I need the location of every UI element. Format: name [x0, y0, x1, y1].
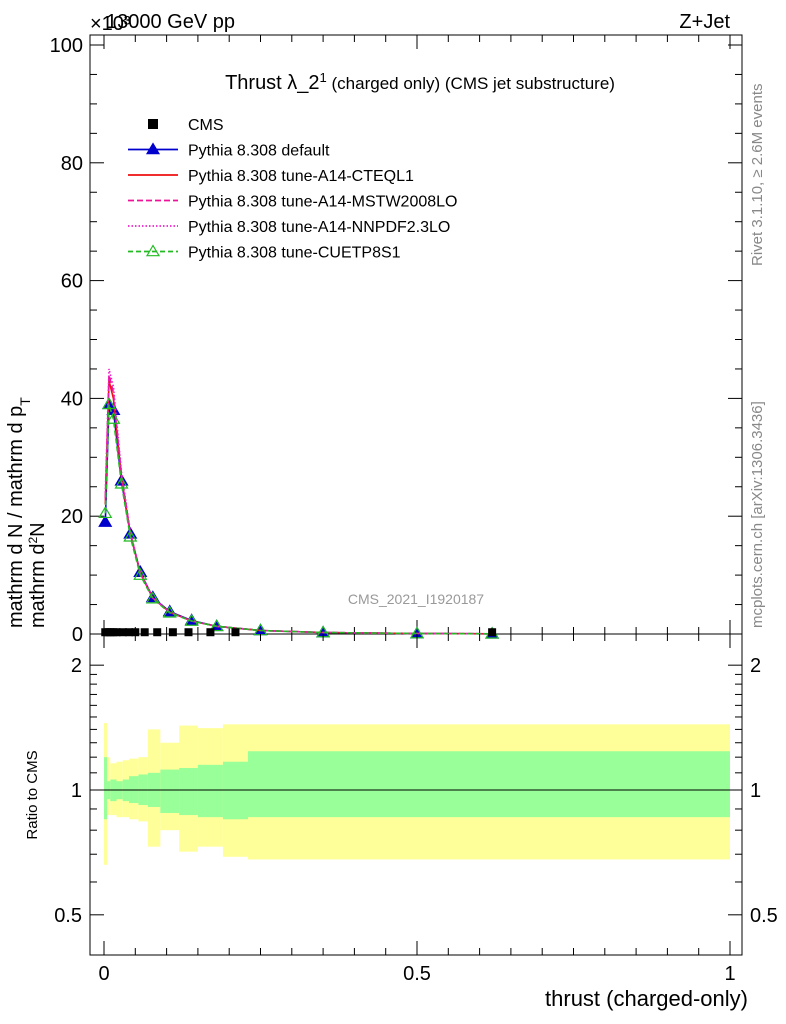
cms-data-point	[206, 628, 215, 637]
chart-title: Thrust λ_21 (charged only) (CMS jet subs…	[225, 70, 615, 95]
legend-label-cms: CMS	[188, 117, 224, 134]
analysis-watermark: CMS_2021_I1920187	[348, 591, 484, 607]
upper-y-tick-label: 100	[50, 35, 83, 57]
rivet-version-label: Rivet 3.1.10, ≥ 2.6M events	[749, 84, 766, 267]
lower-plot-area: 0 0.5 1 0.5 0.5 1 1 2 2	[54, 634, 778, 985]
series-marker-4	[98, 506, 113, 519]
lower-y-tick-label: 1	[71, 780, 82, 802]
legend-label-0: Pythia 8.308 default	[188, 143, 330, 160]
series-marker-4	[209, 619, 224, 632]
upper-y-axis-label: mathrm d N / mathrm d pT mathrm d2N	[5, 397, 49, 628]
upper-y-tick-label: 0	[72, 624, 83, 646]
header-left-label: 13000 GeV pp	[106, 11, 235, 33]
ratio-inner-band	[104, 757, 108, 820]
series-marker-4	[145, 591, 160, 604]
ratio-inner-band	[247, 751, 731, 818]
x-tick-label: 0	[98, 963, 109, 985]
lower-y-tick-label-right: 2	[750, 655, 761, 677]
series-marker-4	[162, 605, 177, 618]
series-marker-0	[98, 514, 113, 527]
upper-y-tick-label: 40	[61, 388, 83, 410]
x-tick-label: 0.5	[403, 963, 431, 985]
series-marker-4	[123, 529, 138, 542]
upper-plot-area: 0 20 40 60 80 100	[50, 35, 742, 646]
cms-data-point	[488, 628, 497, 637]
cms-data-point	[131, 628, 140, 637]
legend-marker-4	[145, 244, 161, 257]
y-label-fraction-numerator: mathrm d N / mathrm d pT	[5, 397, 33, 628]
series-marker-4	[106, 411, 121, 424]
ratio-inner-band	[160, 769, 180, 814]
legend-marker-cms	[148, 119, 158, 129]
cms-data-point	[231, 628, 240, 637]
cms-data-point	[168, 628, 177, 637]
upper-y-tick-label: 60	[61, 271, 83, 293]
header-right-label: Z+Jet	[679, 11, 730, 33]
cms-data-point	[153, 628, 162, 637]
ratio-y-axis-label: Ratio to CMS	[24, 750, 41, 839]
series-marker-4	[101, 397, 117, 410]
series-marker-4	[184, 613, 199, 626]
cms-data-point	[140, 628, 149, 637]
lower-y-tick-label-right: 1	[750, 780, 761, 802]
legend-label-3: Pythia 8.308 tune-A14-NNPDF2.3LO	[188, 219, 450, 236]
y-label-fraction-denominator: mathrm d2N	[26, 522, 49, 628]
series-marker-4	[114, 476, 129, 489]
lower-y-tick-label: 0.5	[54, 905, 82, 927]
cms-data-point	[118, 628, 127, 637]
ratio-inner-band	[179, 767, 198, 816]
upper-y-tick-label: 80	[61, 153, 83, 175]
cms-data-point	[184, 628, 193, 637]
legend-label-2: Pythia 8.308 tune-A14-MSTW2008LO	[188, 194, 457, 211]
cms-data-point	[125, 628, 134, 637]
cms-data-point	[112, 628, 121, 637]
upper-y-tick-label: 20	[61, 506, 83, 528]
legend-marker-0	[145, 142, 161, 155]
legend-label-4: Pythia 8.308 tune-CUETP8S1	[188, 245, 401, 262]
series-marker-4	[133, 567, 148, 580]
lower-y-tick-label: 2	[71, 655, 82, 677]
legend: CMS Pythia 8.308 default Pythia 8.308 tune…	[128, 117, 457, 262]
exponent-label: ×10³	[90, 13, 131, 35]
lower-y-tick-label-right: 0.5	[750, 905, 778, 927]
ratio-inner-band	[197, 764, 223, 818]
x-axis-label: thrust (charged-only)	[545, 986, 748, 1011]
mcplots-label: mcplots.cern.ch [arXiv:1306.3436]	[749, 401, 766, 628]
legend-label-1: Pythia 8.308 tune-A14-CTEQL1	[188, 168, 414, 185]
x-tick-label: 1	[724, 963, 735, 985]
series-line-4	[104, 404, 493, 635]
